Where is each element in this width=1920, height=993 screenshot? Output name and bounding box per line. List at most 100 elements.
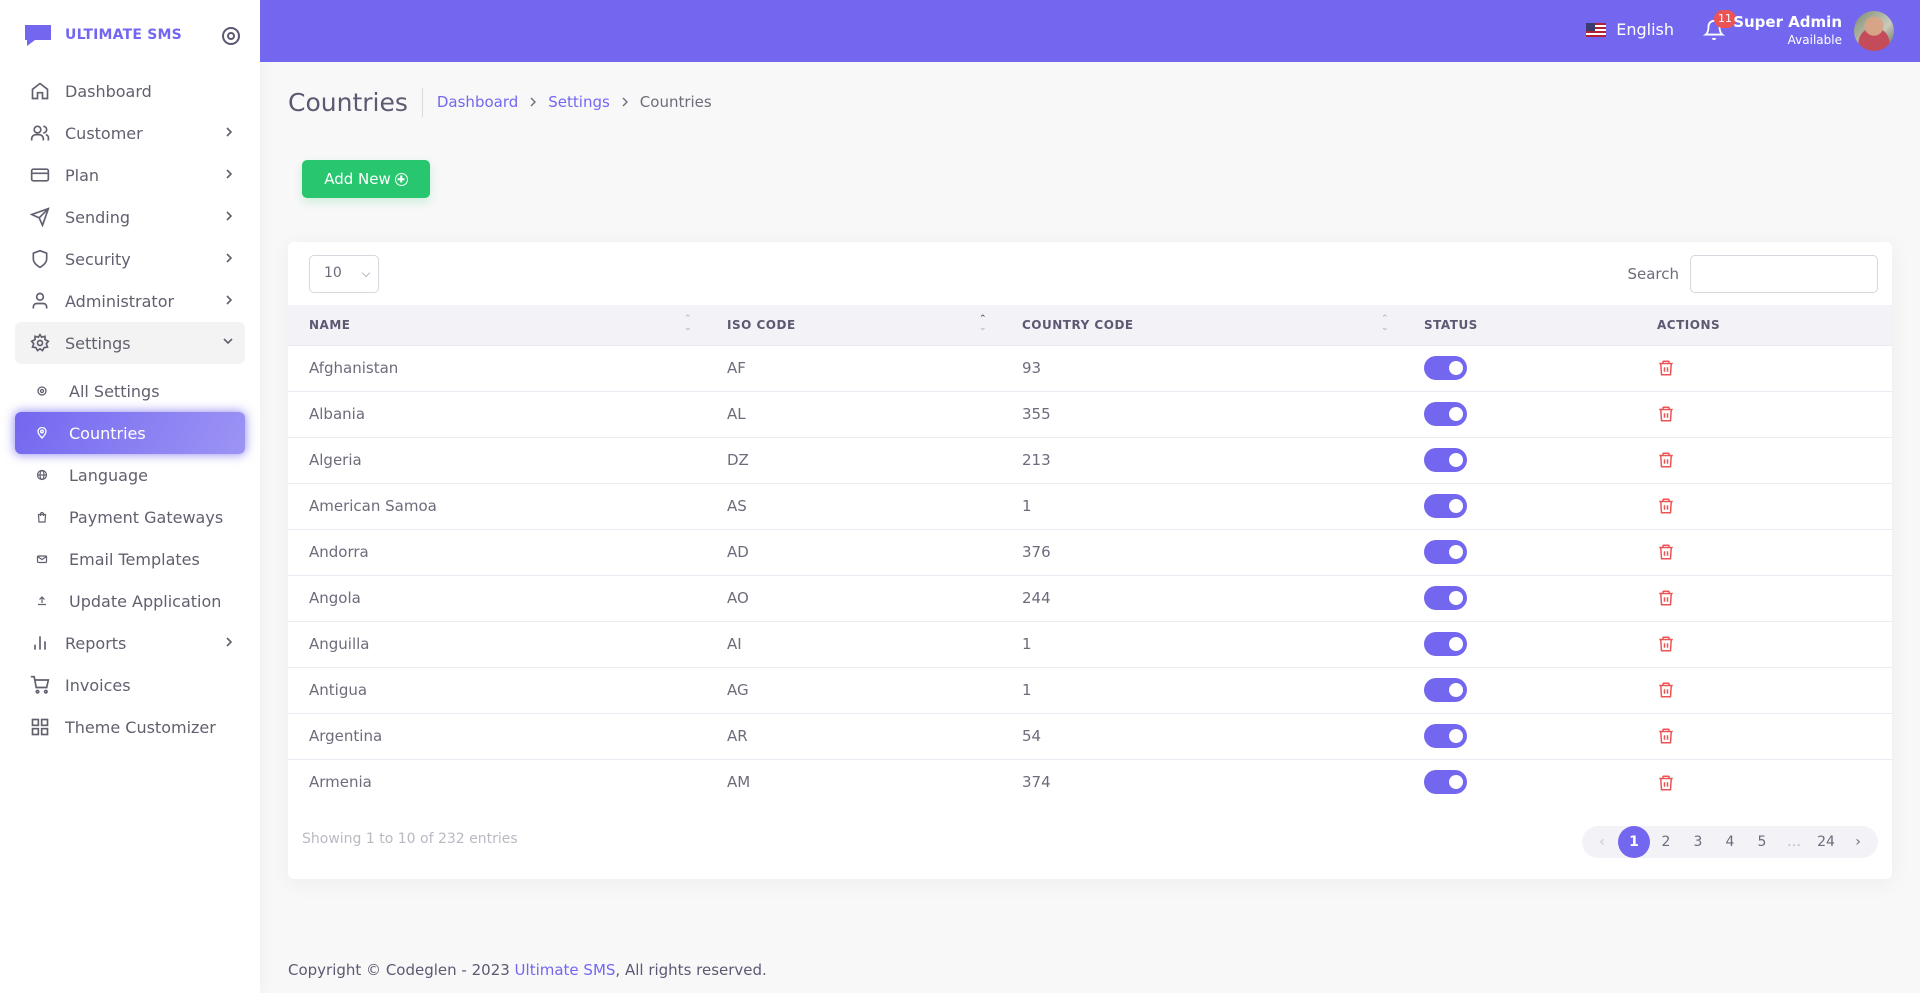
pagination-page[interactable]: 3 [1693, 834, 1703, 850]
table-row: Angola AO 244 [288, 575, 1892, 622]
sidebar-item-dashboard[interactable]: Dashboard [15, 70, 245, 112]
sidebar-subitem-language[interactable]: Language [15, 454, 245, 496]
footer-link[interactable]: Ultimate SMS [514, 961, 616, 979]
cell-iso-code: AF [706, 345, 1001, 392]
cell-iso-code: AR [706, 713, 1001, 760]
sidebar-item-theme-customizer[interactable]: Theme Customizer [15, 706, 245, 748]
cell-iso-code: DZ [706, 437, 1001, 484]
status-toggle[interactable] [1424, 678, 1467, 702]
sidebar-item-customer[interactable]: Customer [15, 112, 245, 154]
pagination-ellipsis: … [1787, 834, 1801, 850]
upload-icon [35, 594, 49, 608]
trash-icon[interactable] [1657, 359, 1675, 377]
sidebar-toggle-icon[interactable] [222, 27, 240, 45]
sidebar-item-invoices[interactable]: Invoices [15, 664, 245, 706]
column-header-country-code[interactable]: COUNTRY CODE ⌃ ⌄ [1001, 305, 1403, 346]
table-row: Andorra AD 376 [288, 529, 1892, 576]
countries-table-card: 10 Search NAME ⌃ ⌄ ISO CODE ⌃ ⌄ COUNTRY CODE… [288, 242, 1892, 879]
sidebar-subitem-payment-gateways[interactable]: Payment Gateways [15, 496, 245, 538]
cell-iso-code: AI [706, 621, 1001, 668]
cell-status [1403, 529, 1636, 576]
chevron-down-icon [361, 268, 371, 278]
page-header: Countries Dashboard Settings Countries [288, 62, 1892, 142]
sidebar-subitem-label: Countries [69, 423, 146, 443]
status-toggle[interactable] [1424, 494, 1467, 518]
add-new-label: Add New [324, 170, 391, 188]
chevron-right-icon [226, 637, 233, 647]
trash-icon[interactable] [1657, 451, 1675, 469]
sidebar-item-security[interactable]: Security [15, 238, 245, 280]
trash-icon[interactable] [1657, 405, 1675, 423]
table-row: Afghanistan AF 93 [288, 345, 1892, 392]
table-row: Argentina AR 54 [288, 713, 1892, 760]
table-row: Anguilla AI 1 [288, 621, 1892, 668]
status-toggle[interactable] [1424, 448, 1467, 472]
sidebar-subitem-email-templates[interactable]: Email Templates [15, 538, 245, 580]
cell-name: American Samoa [288, 483, 706, 530]
status-toggle[interactable] [1424, 540, 1467, 564]
breadcrumb-current: Countries [639, 93, 712, 111]
sidebar-subitem-update-application[interactable]: Update Application [15, 580, 245, 622]
shopping-bag-icon [35, 510, 49, 524]
language-selector[interactable]: English [1586, 20, 1674, 39]
brand[interactable]: ULTIMATE SMS [0, 0, 260, 70]
sidebar-item-administrator[interactable]: Administrator [15, 280, 245, 322]
pagination-page[interactable]: 5 [1757, 834, 1767, 850]
status-toggle[interactable] [1424, 770, 1467, 795]
pagination-page[interactable]: 1 [1618, 826, 1650, 858]
main-content: Countries Dashboard Settings Countries A… [288, 62, 1892, 879]
cell-actions [1636, 529, 1892, 576]
sidebar-subitem-all-settings[interactable]: All Settings [15, 370, 245, 412]
trash-icon[interactable] [1657, 681, 1675, 699]
trash-icon[interactable] [1657, 589, 1675, 607]
table-row: Antigua AG 1 [288, 667, 1892, 714]
status-toggle[interactable] [1424, 632, 1467, 656]
pagination-page[interactable]: 2 [1661, 834, 1671, 850]
cell-country-code: 213 [1001, 437, 1403, 484]
breadcrumb-dashboard[interactable]: Dashboard [436, 93, 519, 111]
map-pin-icon [35, 426, 49, 440]
sidebar-item-reports[interactable]: Reports [15, 622, 245, 664]
add-new-button[interactable]: Add New [302, 160, 430, 198]
cell-country-code: 93 [1001, 345, 1403, 392]
pagination-page[interactable]: 4 [1725, 834, 1735, 850]
status-toggle[interactable] [1424, 356, 1467, 380]
trash-icon[interactable] [1657, 774, 1675, 792]
trash-icon[interactable] [1657, 727, 1675, 745]
cell-country-code: 244 [1001, 575, 1403, 622]
bar-chart-icon [29, 632, 51, 654]
column-header-iso-code[interactable]: ISO CODE ⌃ ⌄ [706, 305, 1001, 346]
status-toggle[interactable] [1424, 402, 1467, 426]
sidebar-nav: Dashboard Customer Plan Sending Security… [0, 70, 260, 748]
sidebar-item-sending[interactable]: Sending [15, 196, 245, 238]
status-toggle[interactable] [1424, 586, 1467, 610]
column-header-actions: ACTIONS [1636, 305, 1892, 346]
pagination-next[interactable]: › [1855, 834, 1861, 850]
gear-icon [29, 332, 51, 354]
pagination-prev[interactable]: ‹ [1599, 834, 1605, 850]
shield-icon [29, 248, 51, 270]
trash-icon[interactable] [1657, 635, 1675, 653]
notification-badge: 11 [1714, 10, 1736, 28]
page-length-select[interactable]: 10 [309, 255, 379, 293]
breadcrumb-settings[interactable]: Settings [548, 93, 610, 111]
cell-actions [1636, 575, 1892, 622]
globe-icon [35, 468, 49, 482]
trash-icon[interactable] [1657, 543, 1675, 561]
cell-country-code: 376 [1001, 529, 1403, 576]
cell-iso-code: AS [706, 483, 1001, 530]
avatar[interactable] [1854, 11, 1894, 51]
user-menu[interactable]: Super Admin Available [1733, 13, 1842, 47]
sidebar-item-label: Invoices [65, 675, 131, 695]
column-header-name[interactable]: NAME ⌃ ⌄ [288, 305, 706, 346]
sidebar-subitem-countries[interactable]: Countries [15, 412, 245, 454]
table-row: Albania AL 355 [288, 391, 1892, 438]
pagination-page[interactable]: 24 [1817, 834, 1835, 850]
search-input[interactable] [1690, 255, 1878, 293]
cell-iso-code: AD [706, 529, 1001, 576]
status-toggle[interactable] [1424, 724, 1467, 748]
sidebar-item-plan[interactable]: Plan [15, 154, 245, 196]
us-flag-icon [1586, 22, 1607, 37]
sidebar-item-settings[interactable]: Settings [15, 322, 245, 364]
trash-icon[interactable] [1657, 497, 1675, 515]
